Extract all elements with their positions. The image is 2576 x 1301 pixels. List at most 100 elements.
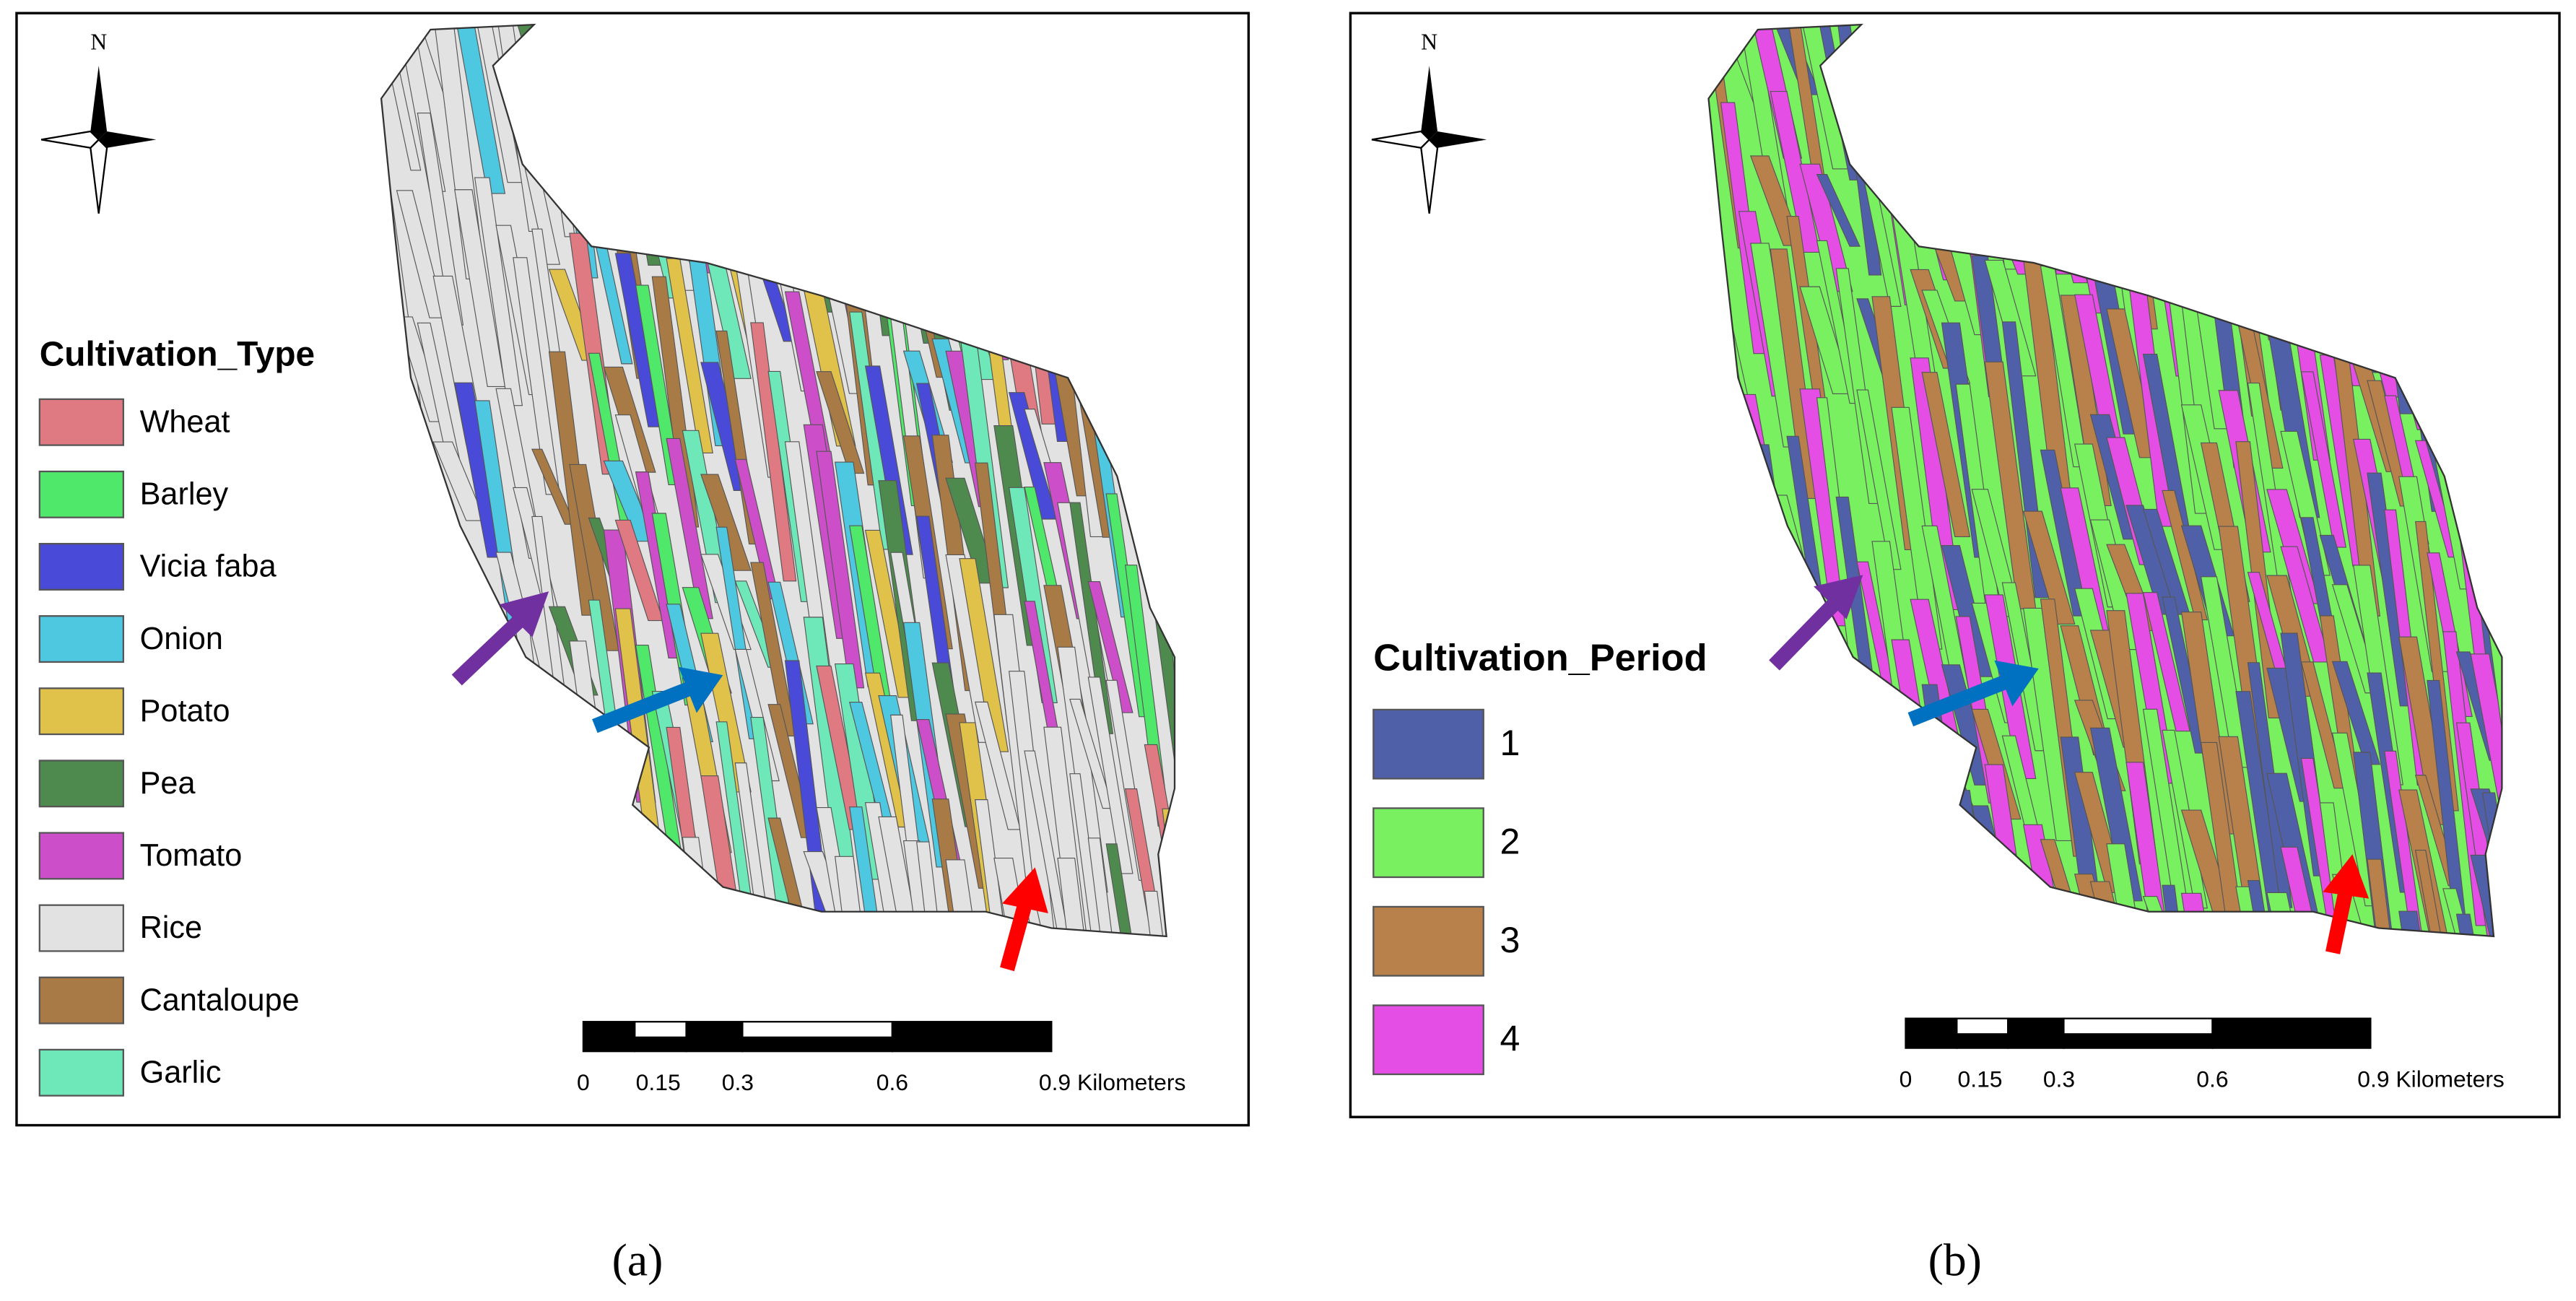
legend-label: 4 — [1500, 1019, 1520, 1059]
parcel — [1871, 772, 1923, 936]
parcel — [1043, 25, 1095, 191]
parcel — [417, 112, 464, 326]
parcel — [453, 731, 506, 833]
parcel — [396, 488, 446, 659]
parcel — [2331, 64, 2380, 235]
parcel — [1891, 406, 1943, 650]
parcel — [2442, 888, 2490, 936]
parcel — [1856, 389, 1902, 570]
parcel — [1720, 610, 1768, 752]
parcel — [878, 74, 930, 278]
parcel — [635, 837, 682, 936]
parcel — [2481, 25, 2502, 170]
parcel — [2442, 25, 2490, 236]
parcel — [849, 61, 895, 336]
parcel — [1708, 396, 1749, 476]
parcel — [603, 790, 656, 936]
parcel — [2319, 25, 2367, 131]
parcel — [2331, 202, 2380, 373]
scale-segment — [2212, 1033, 2371, 1048]
legend-swatch — [1372, 708, 1484, 780]
parcel — [1708, 842, 1749, 936]
parcel — [959, 69, 1009, 360]
map-a — [381, 0, 1223, 1066]
parcel — [417, 679, 464, 879]
parcel — [1124, 205, 1170, 423]
legend-swatch — [38, 615, 124, 663]
parcel — [993, 125, 1046, 292]
legend-label: 1 — [1500, 723, 1520, 763]
parcel — [902, 25, 953, 261]
parcel — [417, 544, 464, 682]
parcel — [2247, 25, 2293, 206]
parcel — [1177, 885, 1223, 1066]
parcel — [1105, 190, 1151, 357]
parcel — [588, 821, 633, 936]
parcel — [2470, 168, 2502, 360]
parcel — [1069, 188, 1114, 378]
scale-segment — [686, 1036, 743, 1052]
parcel — [1162, 374, 1175, 611]
parcel — [816, 451, 865, 689]
legend-title: Cultivation_Type — [40, 335, 315, 373]
map-outline — [380, 23, 1176, 938]
parcel — [2300, 371, 2347, 548]
parcel — [784, 915, 832, 936]
parcel — [2427, 91, 2473, 230]
parcel — [1177, 665, 1223, 925]
parcel — [1057, 25, 1108, 194]
parcel — [864, 25, 913, 137]
parcel — [453, 828, 506, 936]
parcel — [1069, 25, 1114, 225]
parcel — [1009, 671, 1058, 936]
parcel — [959, 558, 1009, 752]
parcel — [531, 897, 575, 936]
parcel — [750, 322, 797, 582]
parcel — [2089, 81, 2143, 277]
parcel — [495, 929, 544, 936]
parcel — [1087, 676, 1133, 874]
parcel — [1891, 25, 1943, 106]
legend-label: Potato — [140, 694, 230, 728]
parcel — [651, 837, 700, 936]
parcel — [1024, 25, 1069, 223]
scale-segment — [2063, 1033, 2213, 1048]
parcel — [2180, 892, 2235, 936]
parcel — [816, 371, 865, 474]
parcel — [715, 132, 761, 229]
legend-swatch — [38, 1048, 124, 1097]
parcel — [2455, 315, 2502, 436]
parcel — [2162, 25, 2208, 266]
parcel — [603, 25, 656, 176]
parcel — [975, 25, 1021, 276]
parcel — [2470, 25, 2502, 134]
parcel — [614, 25, 664, 83]
legend-swatch — [38, 398, 124, 446]
parcel — [2481, 256, 2502, 459]
parcel — [1144, 426, 1175, 577]
scale-segment — [583, 1036, 635, 1052]
parcel — [2501, 202, 2502, 458]
legend-swatch — [38, 470, 124, 518]
parcel — [2060, 295, 2112, 506]
parcel — [1087, 266, 1133, 425]
parcel — [2352, 25, 2403, 154]
parcel — [2200, 61, 2250, 234]
parcel — [531, 759, 575, 906]
legend-swatch — [38, 904, 124, 952]
parcel — [931, 25, 982, 263]
parcel — [1984, 25, 2037, 207]
parcel — [1786, 842, 1832, 936]
north-arrow — [98, 131, 157, 148]
parcel — [1069, 502, 1114, 734]
parcel — [834, 25, 887, 234]
parcel — [734, 96, 780, 196]
parcel — [1177, 0, 1223, 247]
legend-label: Barley — [140, 477, 229, 512]
parcel — [1955, 25, 2003, 152]
parcel — [2125, 135, 2177, 284]
scale-label: 0.15 — [636, 1069, 681, 1095]
parcel — [1162, 25, 1175, 120]
scale-label: 0.15 — [1958, 1066, 2003, 1092]
parcel — [1738, 879, 1789, 936]
